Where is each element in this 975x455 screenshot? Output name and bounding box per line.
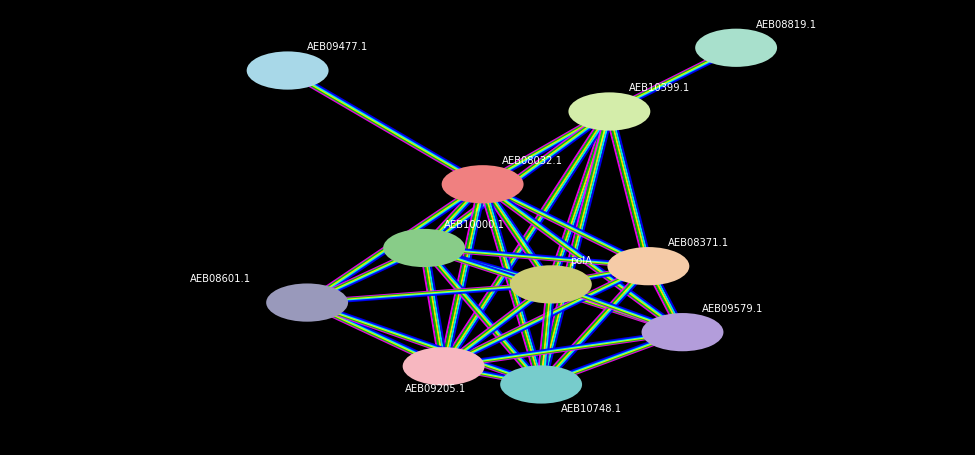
Circle shape	[510, 265, 592, 303]
Circle shape	[642, 313, 723, 351]
Text: polA: polA	[570, 256, 593, 266]
Circle shape	[403, 347, 485, 385]
Text: AEB09205.1: AEB09205.1	[405, 384, 466, 394]
Text: AEB08819.1: AEB08819.1	[756, 20, 817, 30]
Circle shape	[383, 229, 465, 267]
Circle shape	[247, 51, 329, 90]
Circle shape	[266, 283, 348, 322]
Text: AEB10748.1: AEB10748.1	[561, 404, 622, 414]
Text: AEB10000.1: AEB10000.1	[444, 220, 505, 230]
Text: AEB08601.1: AEB08601.1	[190, 274, 252, 284]
Circle shape	[695, 29, 777, 67]
Circle shape	[607, 247, 689, 285]
Circle shape	[442, 165, 524, 203]
Text: AEB09477.1: AEB09477.1	[307, 42, 369, 52]
Text: AEB10399.1: AEB10399.1	[629, 83, 690, 93]
Text: AEB09579.1: AEB09579.1	[702, 304, 763, 314]
Circle shape	[500, 365, 582, 404]
Text: AEB08032.1: AEB08032.1	[502, 156, 564, 166]
Circle shape	[568, 92, 650, 131]
Text: AEB08371.1: AEB08371.1	[668, 238, 729, 248]
